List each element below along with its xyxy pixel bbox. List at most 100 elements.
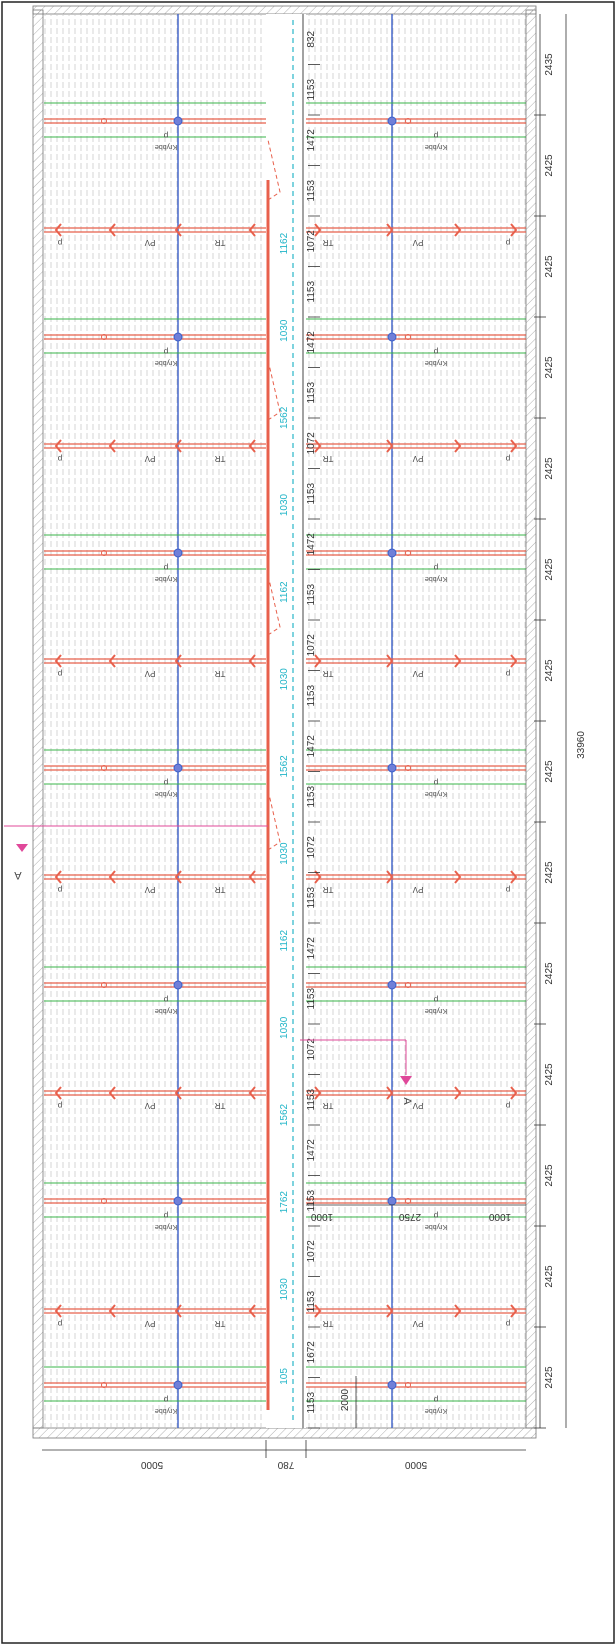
bay-dimension: 2425 [544,356,555,379]
bay-dimension: 2425 [544,760,555,783]
krybbe-label: Krybbe [425,1223,447,1230]
pen-label: p [433,563,438,572]
cyan-dimension: 1562 [279,755,290,778]
gate-chevron-icon [510,223,518,237]
valve-icon [101,334,107,340]
gate-swing [267,139,281,201]
top-wall [32,5,537,15]
pen-label: p [505,454,510,463]
cyan-dimension: 1030 [279,668,290,691]
junction-icon [387,116,397,126]
section-arrow-left-icon [16,844,28,852]
gate-chevron-icon [510,1086,518,1100]
bay-dimension: 2425 [544,457,555,480]
center-dimension: 1472 [306,1139,317,1162]
center-dimension: 1472 [306,129,317,152]
center-dimension: 1153 [306,180,317,202]
pen-label: p [433,995,438,1004]
pv-label: PV [144,1101,155,1110]
tr-label: TR [322,454,333,463]
gate-chevron-icon [174,1086,182,1100]
gate-chevron-icon [108,1086,116,1100]
pen-label: p [163,778,168,787]
valve-icon [101,118,107,124]
cyan-dimension: 1162 [279,581,290,603]
valve-icon [405,334,411,340]
gate-chevron-icon [510,439,518,453]
gate-chevron-icon [386,654,394,668]
junction-icon [173,332,183,342]
gate-chevron-icon [386,1086,394,1100]
total-dimension-label: 33960 [576,731,587,759]
junction-icon [387,1196,397,1206]
cyan-dimension: 1162 [279,232,290,254]
junction-icon [387,1380,397,1390]
left-wall [32,9,44,1429]
gate-chevron-icon [314,1086,322,1100]
junction-icon [387,548,397,558]
pen-label: p [57,1101,62,1110]
bay-dimension: 2425 [544,255,555,278]
center-dimension: 1072 [306,1038,317,1061]
krybbe-label: Krybbe [425,575,447,582]
section-marker-left: A [14,869,22,881]
pen-label: p [505,669,510,678]
gate-chevron-icon [510,870,518,884]
center-dimension: 1072 [306,230,317,253]
center-dimension: 1072 [306,836,317,859]
cyan-dimension: 1762 [279,1191,290,1214]
gate-chevron-icon [54,654,62,668]
pen-label: p [433,1211,438,1220]
center-dimension: 1072 [306,432,317,455]
small-dim-3: 1000 [488,1211,511,1222]
junction-icon [173,548,183,558]
dimension-annotations: 2435 2425 2425 2425 2425 2425 2425 2425 2425 2425… [279,30,555,1429]
cyan-dimension: 1562 [279,406,290,429]
center-dimension: 1153 [306,79,317,101]
center-dimension: 1153 [306,483,317,505]
gate-chevron-icon [248,654,256,668]
gate-chevron-icon [54,223,62,237]
bottom-wall [32,1427,537,1439]
valve-icon [405,118,411,124]
pen-label: p [57,454,62,463]
pen-label: p [57,1319,62,1328]
junction-icon [173,116,183,126]
pv-label: PV [144,885,155,894]
krybbe-label: Krybbe [155,359,177,366]
gate-chevron-icon [454,1086,462,1100]
gate-chevron-icon [314,1304,322,1318]
center-dimension: 1153 [306,988,317,1010]
cyan-dimension: 1030 [279,1016,290,1039]
gate-chevron-icon [108,870,116,884]
center-dimension: 1072 [306,1240,317,1263]
tr-label: TR [214,885,225,894]
tr-label: TR [322,238,333,247]
section-marker-right: A [401,1097,413,1105]
krybbe-label: Krybbe [155,575,177,582]
junction-icon [387,980,397,990]
center-dimension: 1472 [306,533,317,556]
tr-label: TR [322,1319,333,1328]
center-dimension: 1472 [306,937,317,960]
cyan-dimension: 1030 [279,842,290,865]
gate-chevron-icon [248,870,256,884]
center-dimension: 1153 [306,1089,317,1111]
center-dimension: 1153 [306,1291,317,1313]
gate-chevron-icon [454,870,462,884]
section-arrow-right-icon [400,1076,412,1085]
valve-icon [405,765,411,771]
small-dim-1: 1000 [310,1211,333,1222]
tr-label: TR [322,669,333,678]
krybbe-label: Krybbe [155,1223,177,1230]
pen-label: p [433,1395,438,1404]
gate-chevron-icon [454,439,462,453]
gate-chevron-icon [54,1304,62,1318]
krybbe-label: Krybbe [155,1007,177,1014]
gate-chevron-icon [108,439,116,453]
gate-chevron-icon [108,1304,116,1318]
krybbe-label: Krybbe [425,790,447,797]
central-corridor [266,14,306,1428]
pv-label: PV [144,454,155,463]
